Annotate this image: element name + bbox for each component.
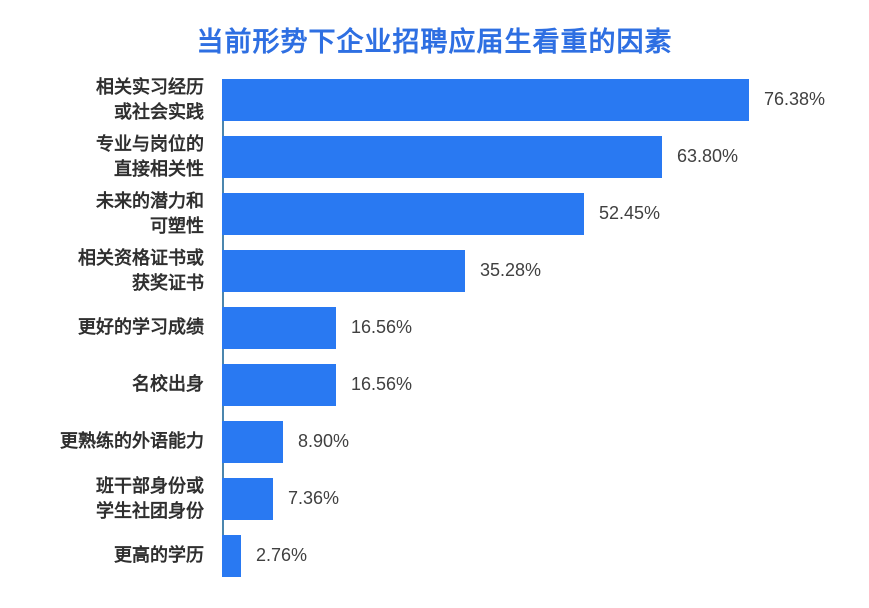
value-label: 16.56% [351, 317, 413, 337]
category-label: 相关资格证书或 获奖证书 [78, 248, 204, 293]
value-label: 52.45% [599, 203, 661, 223]
bar [222, 306, 336, 349]
bar-row: 班干部身份或 学生社团身份 7.36% [0, 470, 861, 527]
value-label: 2.76% [256, 545, 308, 565]
bar-area: 7.36% [222, 470, 861, 527]
bar-area: 8.90% [222, 413, 861, 470]
bar-area: 16.56% [222, 356, 861, 413]
value-label: 7.36% [288, 488, 340, 508]
category-label: 更熟练的外语能力 [60, 431, 204, 452]
bar [222, 249, 465, 292]
category-label: 未来的潜力和 可塑性 [96, 191, 204, 236]
bar-area: 35.28% [222, 242, 861, 299]
bar-row: 相关实习经历 或社会实践 76.38% [0, 71, 861, 128]
category-label: 专业与岗位的 直接相关性 [96, 134, 204, 179]
category-label: 更好的学习成绩 [78, 317, 204, 338]
category-label: 班干部身份或 学生社团身份 [96, 476, 204, 521]
bar [222, 192, 584, 235]
value-label: 76.38% [764, 89, 826, 109]
value-label: 8.90% [298, 431, 350, 451]
bar-row: 未来的潜力和 可塑性 52.45% [0, 185, 861, 242]
bar-area: 63.80% [222, 128, 861, 185]
bar-area: 2.76% [222, 527, 861, 584]
bar [222, 420, 283, 463]
bar-row: 更熟练的外语能力 8.90% [0, 413, 861, 470]
bar-area: 16.56% [222, 299, 861, 356]
bar-row: 相关资格证书或 获奖证书 35.28% [0, 242, 861, 299]
value-label: 35.28% [480, 260, 542, 280]
bar [222, 135, 662, 178]
bar [222, 477, 273, 520]
bar [222, 78, 749, 121]
category-label: 相关实习经历 或社会实践 [96, 77, 204, 122]
bar-row: 名校出身 16.56% [0, 356, 861, 413]
bar-area: 52.45% [222, 185, 861, 242]
category-label: 更高的学历 [114, 545, 204, 566]
bar-area: 76.38% [222, 71, 861, 128]
bar-row: 更好的学习成绩 16.56% [0, 299, 861, 356]
value-label: 16.56% [351, 374, 413, 394]
bar-row: 更高的学历 2.76% [0, 527, 861, 584]
chart-title: 当前形势下企业招聘应届生看重的因素 [196, 27, 673, 57]
category-label: 名校出身 [132, 374, 204, 395]
value-label: 63.80% [677, 146, 739, 166]
bar [222, 534, 241, 577]
bar-row: 专业与岗位的 直接相关性 63.80% [0, 128, 861, 185]
chart-rows: 相关实习经历 或社会实践 76.38% 专业与岗位的 直接相关性 63.80% … [0, 71, 861, 584]
bar [222, 363, 336, 406]
bar-chart: 相关实习经历 或社会实践 76.38% 专业与岗位的 直接相关性 63.80% … [0, 71, 869, 584]
